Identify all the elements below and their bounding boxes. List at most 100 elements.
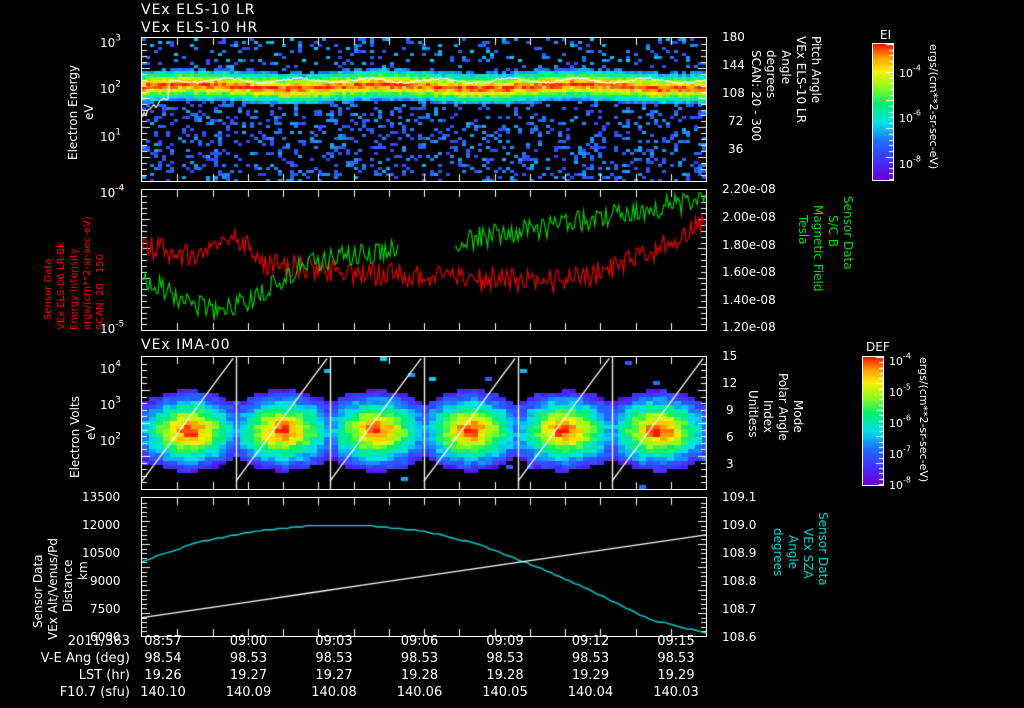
colorbar3-unit-label: ergs/(cm**2-sr-sec-eV) <box>917 357 930 483</box>
panel4-left-tick-12000: 12000 <box>82 518 121 532</box>
cb3-exp-3: -6 <box>903 413 911 423</box>
axis-table-cell-date-row: 09:06 <box>400 634 439 649</box>
panel1-title-line2: VEx ELS-10 HR <box>141 20 259 36</box>
panel3-left-tick-1e4: 104 <box>100 359 122 376</box>
panel1-exp-1: 3 <box>115 33 122 44</box>
panel4-right-tick-1088: 108.8 <box>722 574 757 588</box>
axis-table-cell-f107-row: 140.09 <box>225 685 272 700</box>
colorbar3-tick-4: 10-7 <box>889 444 911 461</box>
axis-table-cell-lst-row: 19.26 <box>144 668 182 683</box>
panel4-left-axis-label-1: Sensor Data <box>31 554 45 628</box>
panel3-right-axis-label-3: Index <box>761 400 775 434</box>
panel1-right-tick-180: 180 <box>722 30 745 44</box>
colorbar3-tick-1: 10-4 <box>889 351 911 368</box>
axis-table-cell-lst-row: 19.29 <box>571 668 610 683</box>
colorbar1-tick-2: 10-6 <box>899 108 921 125</box>
panel4-right-axis-label-1: Sensor Data <box>816 512 830 586</box>
axis-table-cell-f107-row: 140.03 <box>653 685 699 700</box>
panel2-right-tick-3: 1.80e-08 <box>722 238 776 252</box>
panel4-left-axis-label-4: km <box>76 561 90 580</box>
axis-table-cell-f107-row: 140.10 <box>140 685 186 700</box>
panel1-exp-3: 1 <box>115 127 122 138</box>
panel1-right-tick-36: 36 <box>728 142 744 156</box>
panel2-left-axis-label-3: Energy Intensity <box>69 248 80 330</box>
panel1-right-axis-label-4: degrees <box>764 50 778 99</box>
panel2-left-axis-label-4: ergs/(cm**2-sr-sec-eV) <box>82 216 93 330</box>
cb3-exp-4: -7 <box>903 444 911 454</box>
panel1-right-axis-label-5: SCAN: 20 - 300 <box>749 50 763 142</box>
colorbar3-tick-2: 10-5 <box>889 382 911 399</box>
axis-table-cell-ve-ang-row: 98.53 <box>571 651 610 666</box>
axis-table-label-f107-row: F10.7 (sfu) <box>59 685 130 700</box>
panel2-left-axis-label-5: SCAN: 20 - 150 <box>95 254 106 330</box>
panel2-right-tick-6: 1.20e-08 <box>722 320 776 334</box>
panel2-left-tick-1: 10-4 <box>100 183 125 200</box>
panel1-right-axis-label-1: Pitch Angle <box>809 36 823 104</box>
panel2-left-axis-label-1: Sensor Data <box>43 258 54 320</box>
cb3-exp-5: -8 <box>903 475 911 485</box>
panel3-exp-1: 4 <box>115 359 122 370</box>
axis-table-cell-date-row: 09:09 <box>486 634 524 649</box>
axis-table-label-lst-row: LST (hr) <box>78 668 130 683</box>
colorbar3-title: DEF <box>866 340 890 354</box>
axis-table-cell-f107-row: 140.08 <box>311 685 357 700</box>
axis-table-cell-lst-row: 19.27 <box>315 668 353 683</box>
panel4-right-axis-label-3: Angle <box>786 535 800 570</box>
panel-energy-magfield[interactable] <box>141 189 707 331</box>
cb1-exp-1: -4 <box>913 63 921 73</box>
panel-ima-spectrogram[interactable] <box>141 356 707 490</box>
panel1-right-tick-108: 108 <box>722 86 745 100</box>
panel2-right-axis-label-3: Magnetic Field <box>811 205 825 292</box>
panel3-exp-3: 2 <box>115 431 122 442</box>
panel1-left-tick-1e2: 102 <box>100 79 122 96</box>
axis-table-label-date-row: 2011/363 <box>67 634 130 649</box>
axis-table-label-ve-ang-row: V-E Ang (deg) <box>40 651 130 666</box>
axis-table-cell-f107-row: 140.05 <box>482 685 528 700</box>
panel3-left-axis-label-2: eV <box>84 424 98 440</box>
panel2-right-tick-1: 2.20e-08 <box>722 182 776 196</box>
panel1-right-tick-144: 144 <box>722 58 745 72</box>
panel3-right-tick-15: 15 <box>722 349 738 363</box>
axis-table-cell-ve-ang-row: 98.54 <box>144 651 182 666</box>
panel4-left-tick-13500: 13500 <box>82 490 121 504</box>
cb3-exp-1: -4 <box>903 351 911 361</box>
panel3-title: VEx IMA-00 <box>141 337 231 353</box>
axis-table-cell-date-row: 09:00 <box>229 634 268 649</box>
cb3-exp-2: -5 <box>903 382 911 392</box>
panel1-left-tick-1e1: 101 <box>100 127 122 144</box>
axis-table-cell-ve-ang-row: 98.53 <box>315 651 353 666</box>
cb1-exp-3: -8 <box>913 154 921 164</box>
panel2-left-axis-label-2: VEx ELS-06 LR-Bk <box>56 241 67 330</box>
panel2-right-axis-label-2: S/C B <box>826 215 840 248</box>
colorbar3-tick-3: 10-6 <box>889 413 911 430</box>
panel4-right-axis-label-4: degrees <box>771 528 785 577</box>
panel4-right-axis-label-2: VEx SZA <box>801 528 815 579</box>
panel3-right-tick-6: 6 <box>726 430 734 444</box>
panel1-right-axis-label-3: Angle <box>779 50 793 85</box>
colorbar1-gradient <box>872 43 894 181</box>
panel3-left-tick-1e2: 102 <box>100 431 122 448</box>
colorbar1-title: EI <box>880 28 892 42</box>
panel4-left-axis-label-2: VEx Alt/Venus/Pd <box>46 537 60 640</box>
panel-els-spectrogram[interactable] <box>141 37 707 182</box>
colorbar3-tick-5: 10-8 <box>889 475 911 492</box>
panel4-right-tick-1086: 108.6 <box>722 630 757 644</box>
panel2-right-tick-4: 1.60e-08 <box>722 265 776 279</box>
panel1-left-tick-1e3: 103 <box>100 33 122 50</box>
panel2-right-axis-label-1: Sensor Data <box>841 196 855 270</box>
panel3-right-tick-3: 3 <box>726 457 734 471</box>
axis-table-cell-ve-ang-row: 98.53 <box>486 651 524 666</box>
panel4-left-tick-10500: 10500 <box>82 546 121 560</box>
panel3-right-tick-12: 12 <box>722 376 738 390</box>
panel2-left-tick-1-w: 10-4 <box>100 183 125 200</box>
axis-table-cell-lst-row: 19.27 <box>229 668 268 683</box>
axis-table-cell-f107-row: 140.06 <box>396 685 443 700</box>
panel3-right-axis-label-1: Mode <box>791 400 805 433</box>
axis-table-cell-date-row: 09:15 <box>657 634 695 649</box>
panel2-exp-2: -5 <box>115 319 125 330</box>
panel3-right-axis-label-4: Unitless <box>746 390 760 438</box>
panel1-title-line1: VEx ELS-10 LR <box>141 2 256 18</box>
panel4-right-tick-1091: 109.1 <box>722 490 757 504</box>
panel-distance-sza[interactable] <box>141 497 707 637</box>
